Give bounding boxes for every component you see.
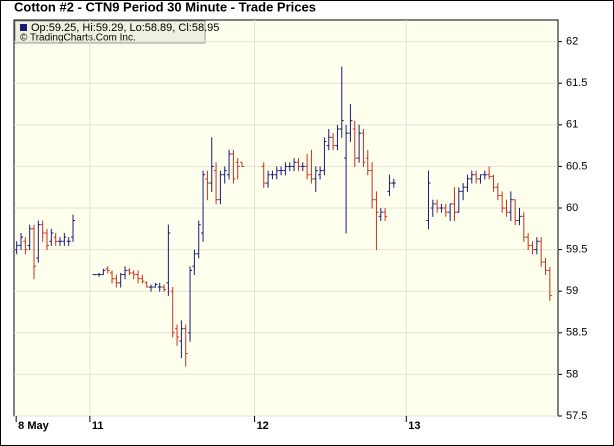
legend-swatch xyxy=(20,24,27,31)
x-tick-label: 13 xyxy=(408,420,420,432)
x-tick-label: 8 May xyxy=(18,420,49,432)
y-tick-label: 60 xyxy=(566,202,578,214)
x-tick-label: 11 xyxy=(92,420,104,432)
y-tick-label: 57.5 xyxy=(566,410,587,422)
source-text: © TradingCharts.Com Inc. xyxy=(20,33,136,44)
y-tick-label: 61 xyxy=(566,119,578,131)
x-tick-label: 12 xyxy=(257,420,269,432)
chart-title: Cotton #2 - CTN9 Period 30 Minute - Trad… xyxy=(14,0,316,14)
y-tick-label: 58 xyxy=(566,368,578,380)
y-tick-label: 58.5 xyxy=(566,327,587,339)
y-tick-label: 59.5 xyxy=(566,244,587,256)
plot-area xyxy=(13,19,559,417)
y-tick-label: 60.5 xyxy=(566,160,587,172)
legend-box xyxy=(14,20,206,44)
y-tick-label: 62 xyxy=(566,36,578,48)
legend-text: Op:59.25, Hi:59.29, Lo:58.89, Cl:58.95 xyxy=(31,22,219,34)
y-tick-label: 61.5 xyxy=(566,77,587,89)
y-tick-label: 59 xyxy=(566,285,578,297)
